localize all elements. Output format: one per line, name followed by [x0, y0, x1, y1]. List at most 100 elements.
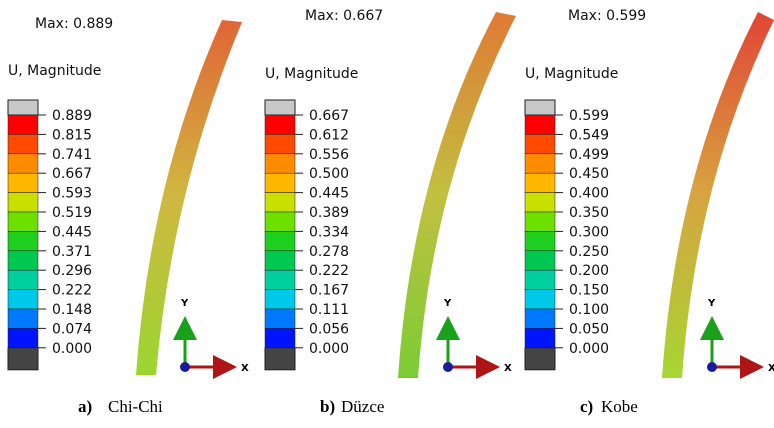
legend-label: 0.450: [569, 166, 609, 182]
legend-label: 0.350: [569, 205, 609, 221]
legend-label: 0.499: [569, 147, 609, 163]
legend-cap: [525, 100, 555, 115]
legend-band: [8, 251, 38, 270]
legend-band: [8, 231, 38, 250]
legend-floor: [8, 348, 38, 370]
axis-origin: [180, 362, 190, 372]
axis-x-label: X: [241, 363, 249, 374]
legend-label: 0.148: [52, 302, 92, 318]
axis-x-label: X: [768, 363, 774, 374]
caption-name: Kobe: [601, 397, 638, 416]
legend-band: [525, 115, 555, 134]
legend-band: [8, 309, 38, 328]
legend-band: [265, 193, 295, 212]
legend-label: 0.222: [52, 283, 92, 299]
legend-label: 0.599: [569, 108, 609, 124]
axis-y-label: Y: [443, 298, 452, 309]
legend-label: 0.050: [569, 321, 609, 337]
legend-band: [525, 134, 555, 153]
legend-label: 0.300: [569, 224, 609, 240]
legend-label: 0.371: [52, 244, 92, 260]
legend-label: 0.000: [569, 341, 609, 357]
legend-label: 0.500: [309, 166, 349, 182]
deformed-beam: [662, 12, 774, 378]
legend-label: 0.100: [569, 302, 609, 318]
axis-origin: [707, 362, 717, 372]
figure: Max: 0.889U, Magnitude0.8890.8150.7410.6…: [0, 0, 774, 428]
legend-label: 0.167: [309, 283, 349, 299]
max-label: Max: 0.599: [568, 8, 646, 24]
legend-label: 0.200: [569, 263, 609, 279]
legend-label: 0.612: [309, 127, 349, 143]
legend-band: [525, 328, 555, 347]
legend-label: 0.222: [309, 263, 349, 279]
legend-label: 0.000: [309, 341, 349, 357]
legend-label: 0.815: [52, 127, 92, 143]
legend-cap: [8, 100, 38, 115]
legend-band: [265, 115, 295, 134]
legend-label: 0.296: [52, 263, 92, 279]
legend-band: [8, 134, 38, 153]
max-label: Max: 0.889: [35, 16, 113, 32]
legend-label: 0.667: [52, 166, 92, 182]
legend-label: 0.889: [52, 108, 92, 124]
legend-label: 0.000: [52, 341, 92, 357]
legend-label: 0.056: [309, 321, 349, 337]
caption-letter: a): [78, 397, 92, 416]
legend-band: [265, 134, 295, 153]
legend-band: [525, 290, 555, 309]
legend-title: U, Magnitude: [8, 63, 101, 79]
caption-letter: c): [580, 397, 593, 416]
legend-band: [525, 154, 555, 173]
legend-band: [8, 115, 38, 134]
legend-label: 0.519: [52, 205, 92, 221]
legend-band: [525, 193, 555, 212]
legend-label: 0.389: [309, 205, 349, 221]
legend-label: 0.667: [309, 108, 349, 124]
axis-origin: [443, 362, 453, 372]
legend-band: [8, 212, 38, 231]
deformed-beam: [398, 12, 516, 378]
legend-band: [525, 251, 555, 270]
legend-band: [265, 251, 295, 270]
legend-band: [525, 309, 555, 328]
legend-band: [265, 154, 295, 173]
legend-band: [525, 270, 555, 289]
legend-label: 0.278: [309, 244, 349, 260]
legend-band: [265, 270, 295, 289]
legend-label: 0.400: [569, 186, 609, 202]
legend-band: [8, 270, 38, 289]
legend-label: 0.150: [569, 283, 609, 299]
legend-band: [525, 173, 555, 192]
legend-band: [265, 212, 295, 231]
legend-label: 0.250: [569, 244, 609, 260]
axis-x-label: X: [504, 363, 512, 374]
legend-label: 0.111: [309, 302, 349, 318]
legend-band: [265, 328, 295, 347]
legend-band: [525, 212, 555, 231]
legend-cap: [265, 100, 295, 115]
legend-label: 0.593: [52, 186, 92, 202]
legend-band: [8, 193, 38, 212]
legend-label: 0.549: [569, 127, 609, 143]
legend-band: [265, 231, 295, 250]
legend-band: [8, 290, 38, 309]
caption-name: Chi-Chi: [108, 397, 163, 416]
legend-band: [525, 231, 555, 250]
legend-band: [265, 173, 295, 192]
max-label: Max: 0.667: [305, 8, 383, 24]
caption-name: Düzce: [341, 397, 384, 416]
legend-label: 0.074: [52, 321, 92, 337]
deformed-beam: [136, 20, 242, 375]
legend-title: U, Magnitude: [265, 66, 358, 82]
legend-label: 0.556: [309, 147, 349, 163]
legend-label: 0.445: [309, 186, 349, 202]
axis-y-label: Y: [180, 298, 189, 309]
legend-band: [265, 309, 295, 328]
legend-label: 0.445: [52, 224, 92, 240]
legend-band: [8, 154, 38, 173]
legend-floor: [265, 348, 295, 370]
legend-band: [8, 173, 38, 192]
